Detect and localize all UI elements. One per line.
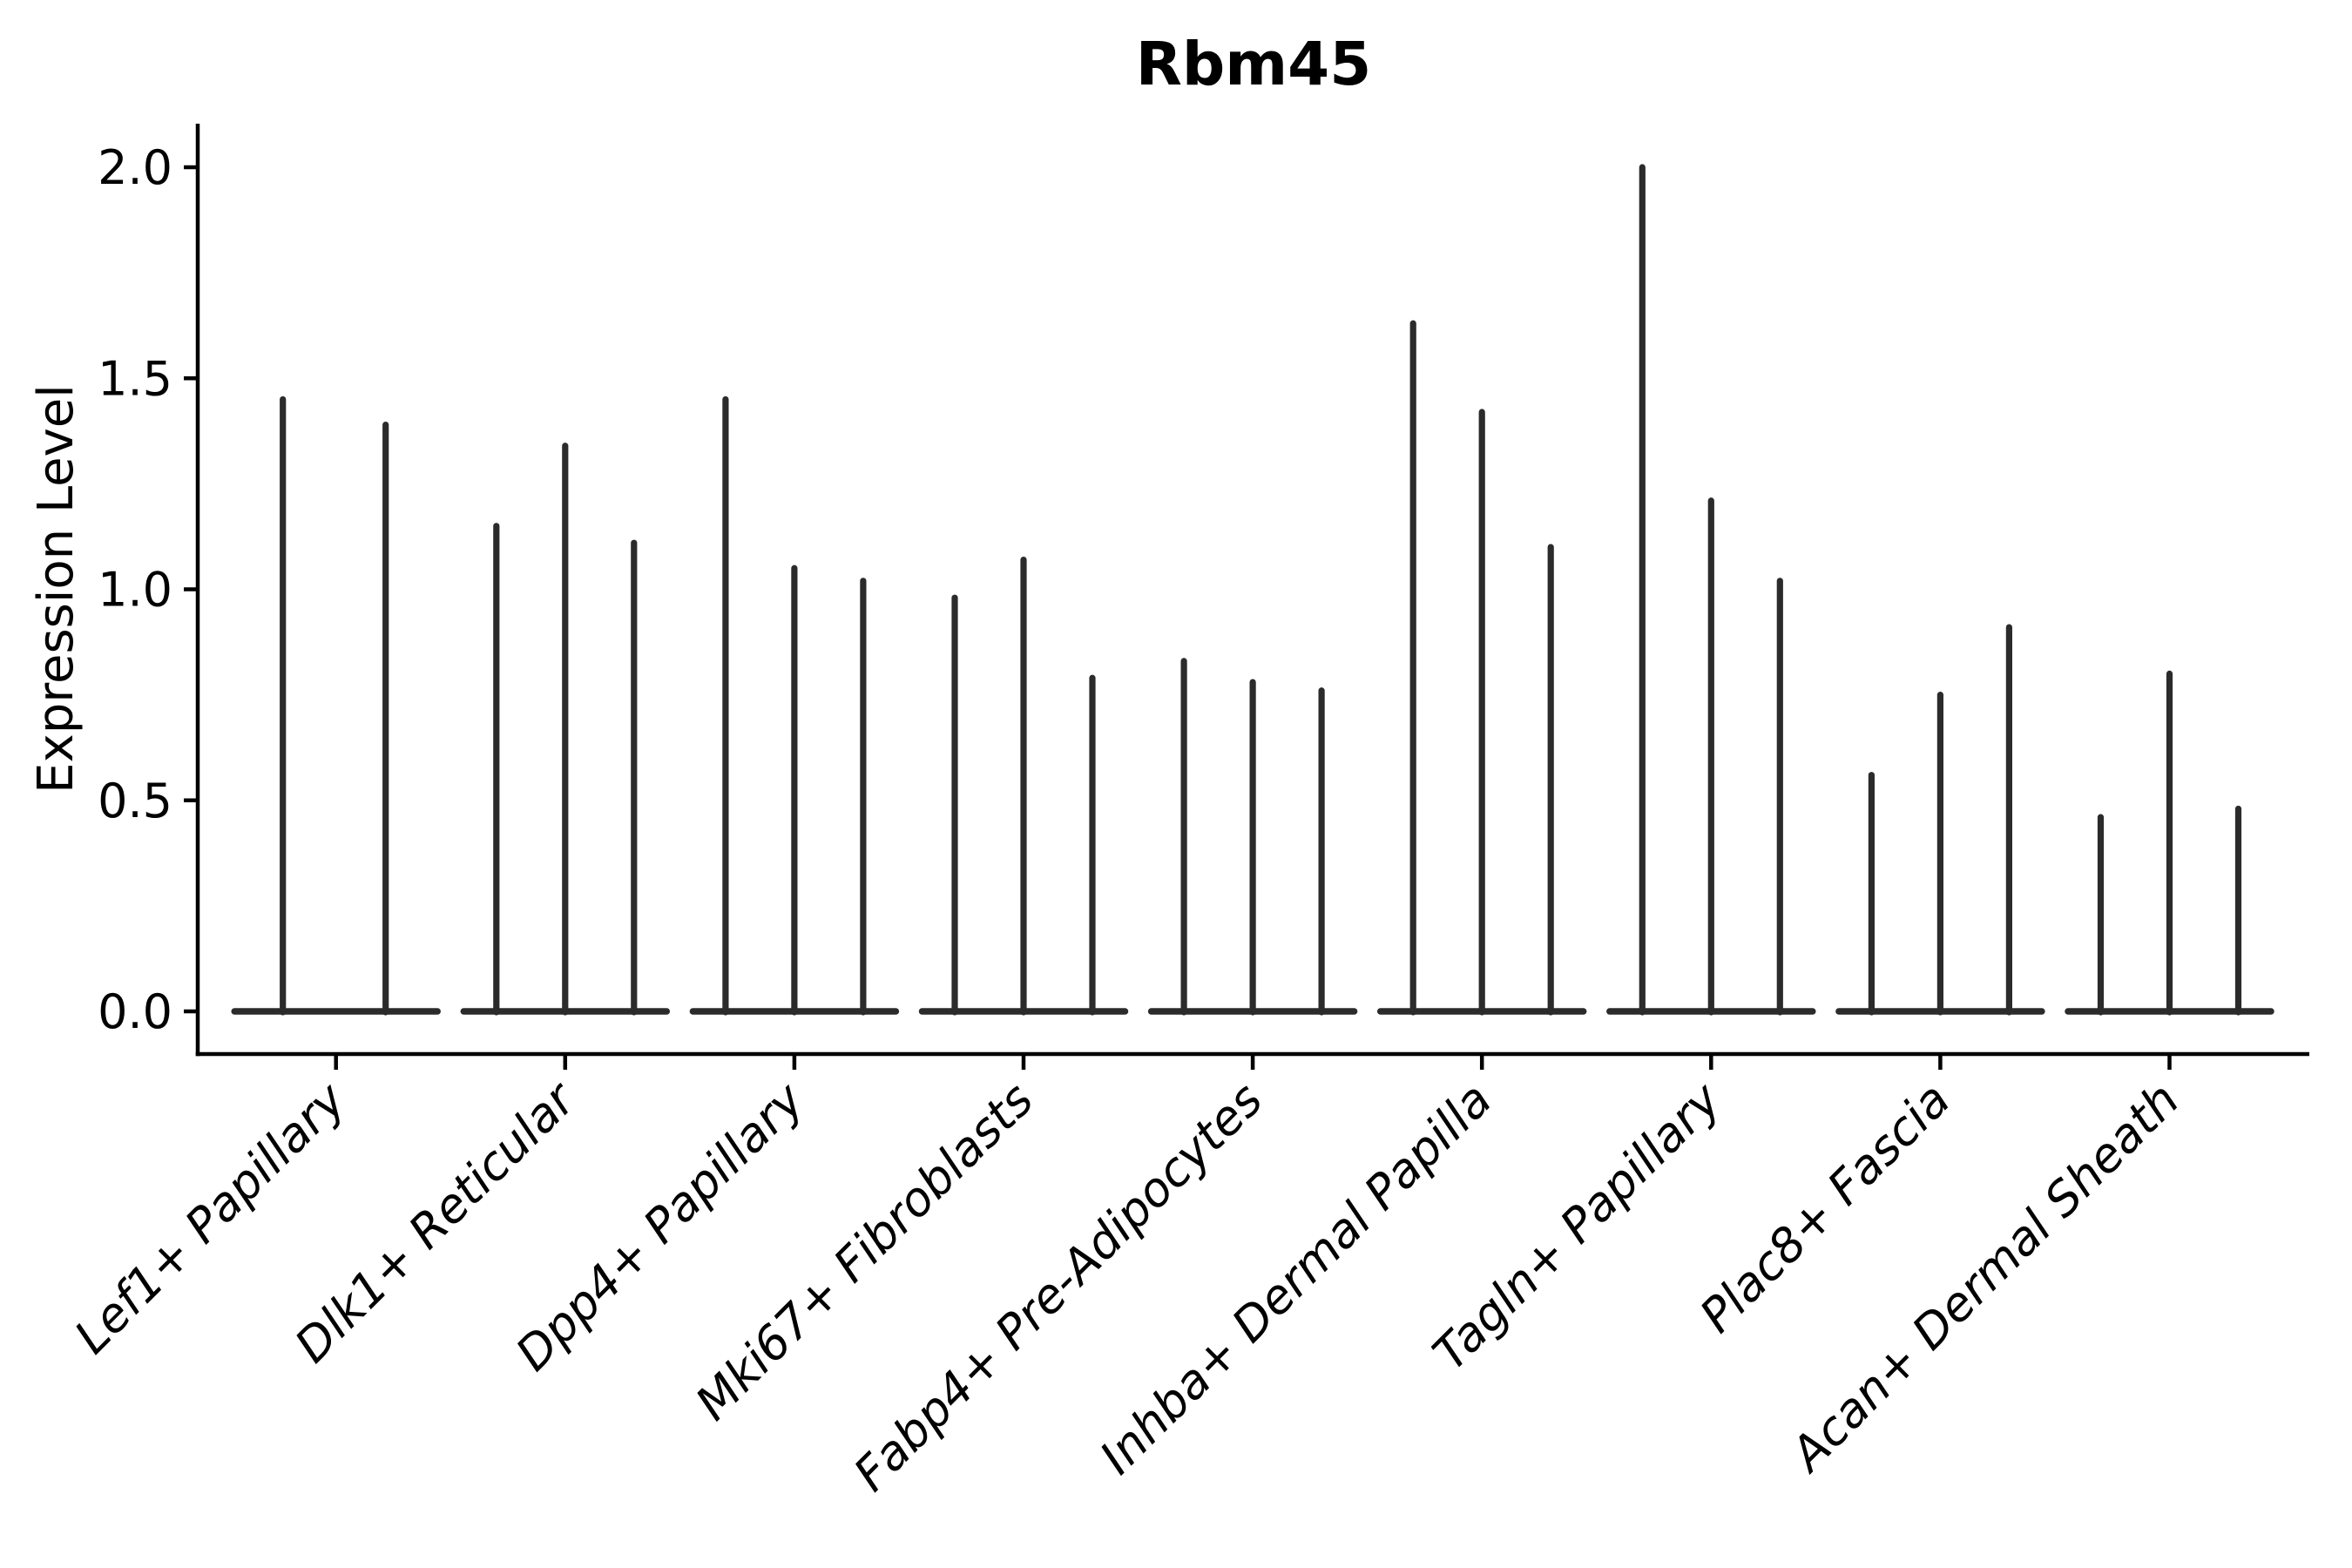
x-tick-label: Fabp4+ Pre-Adipocytes (843, 1072, 1273, 1502)
x-tick-label: Inhba+ Dermal Papilla (1090, 1072, 1503, 1485)
y-tick-label: 0.5 (98, 774, 172, 828)
y-tick-label: 1.5 (98, 351, 172, 406)
plot-title: Rbm45 (1135, 30, 1372, 99)
y-tick-label: 0.0 (98, 984, 172, 1039)
y-tick-label: 1.0 (98, 563, 172, 618)
x-tick-label: Acan+ Dermal Sheath (1779, 1072, 2190, 1484)
y-tick-label: 2.0 (98, 140, 172, 195)
